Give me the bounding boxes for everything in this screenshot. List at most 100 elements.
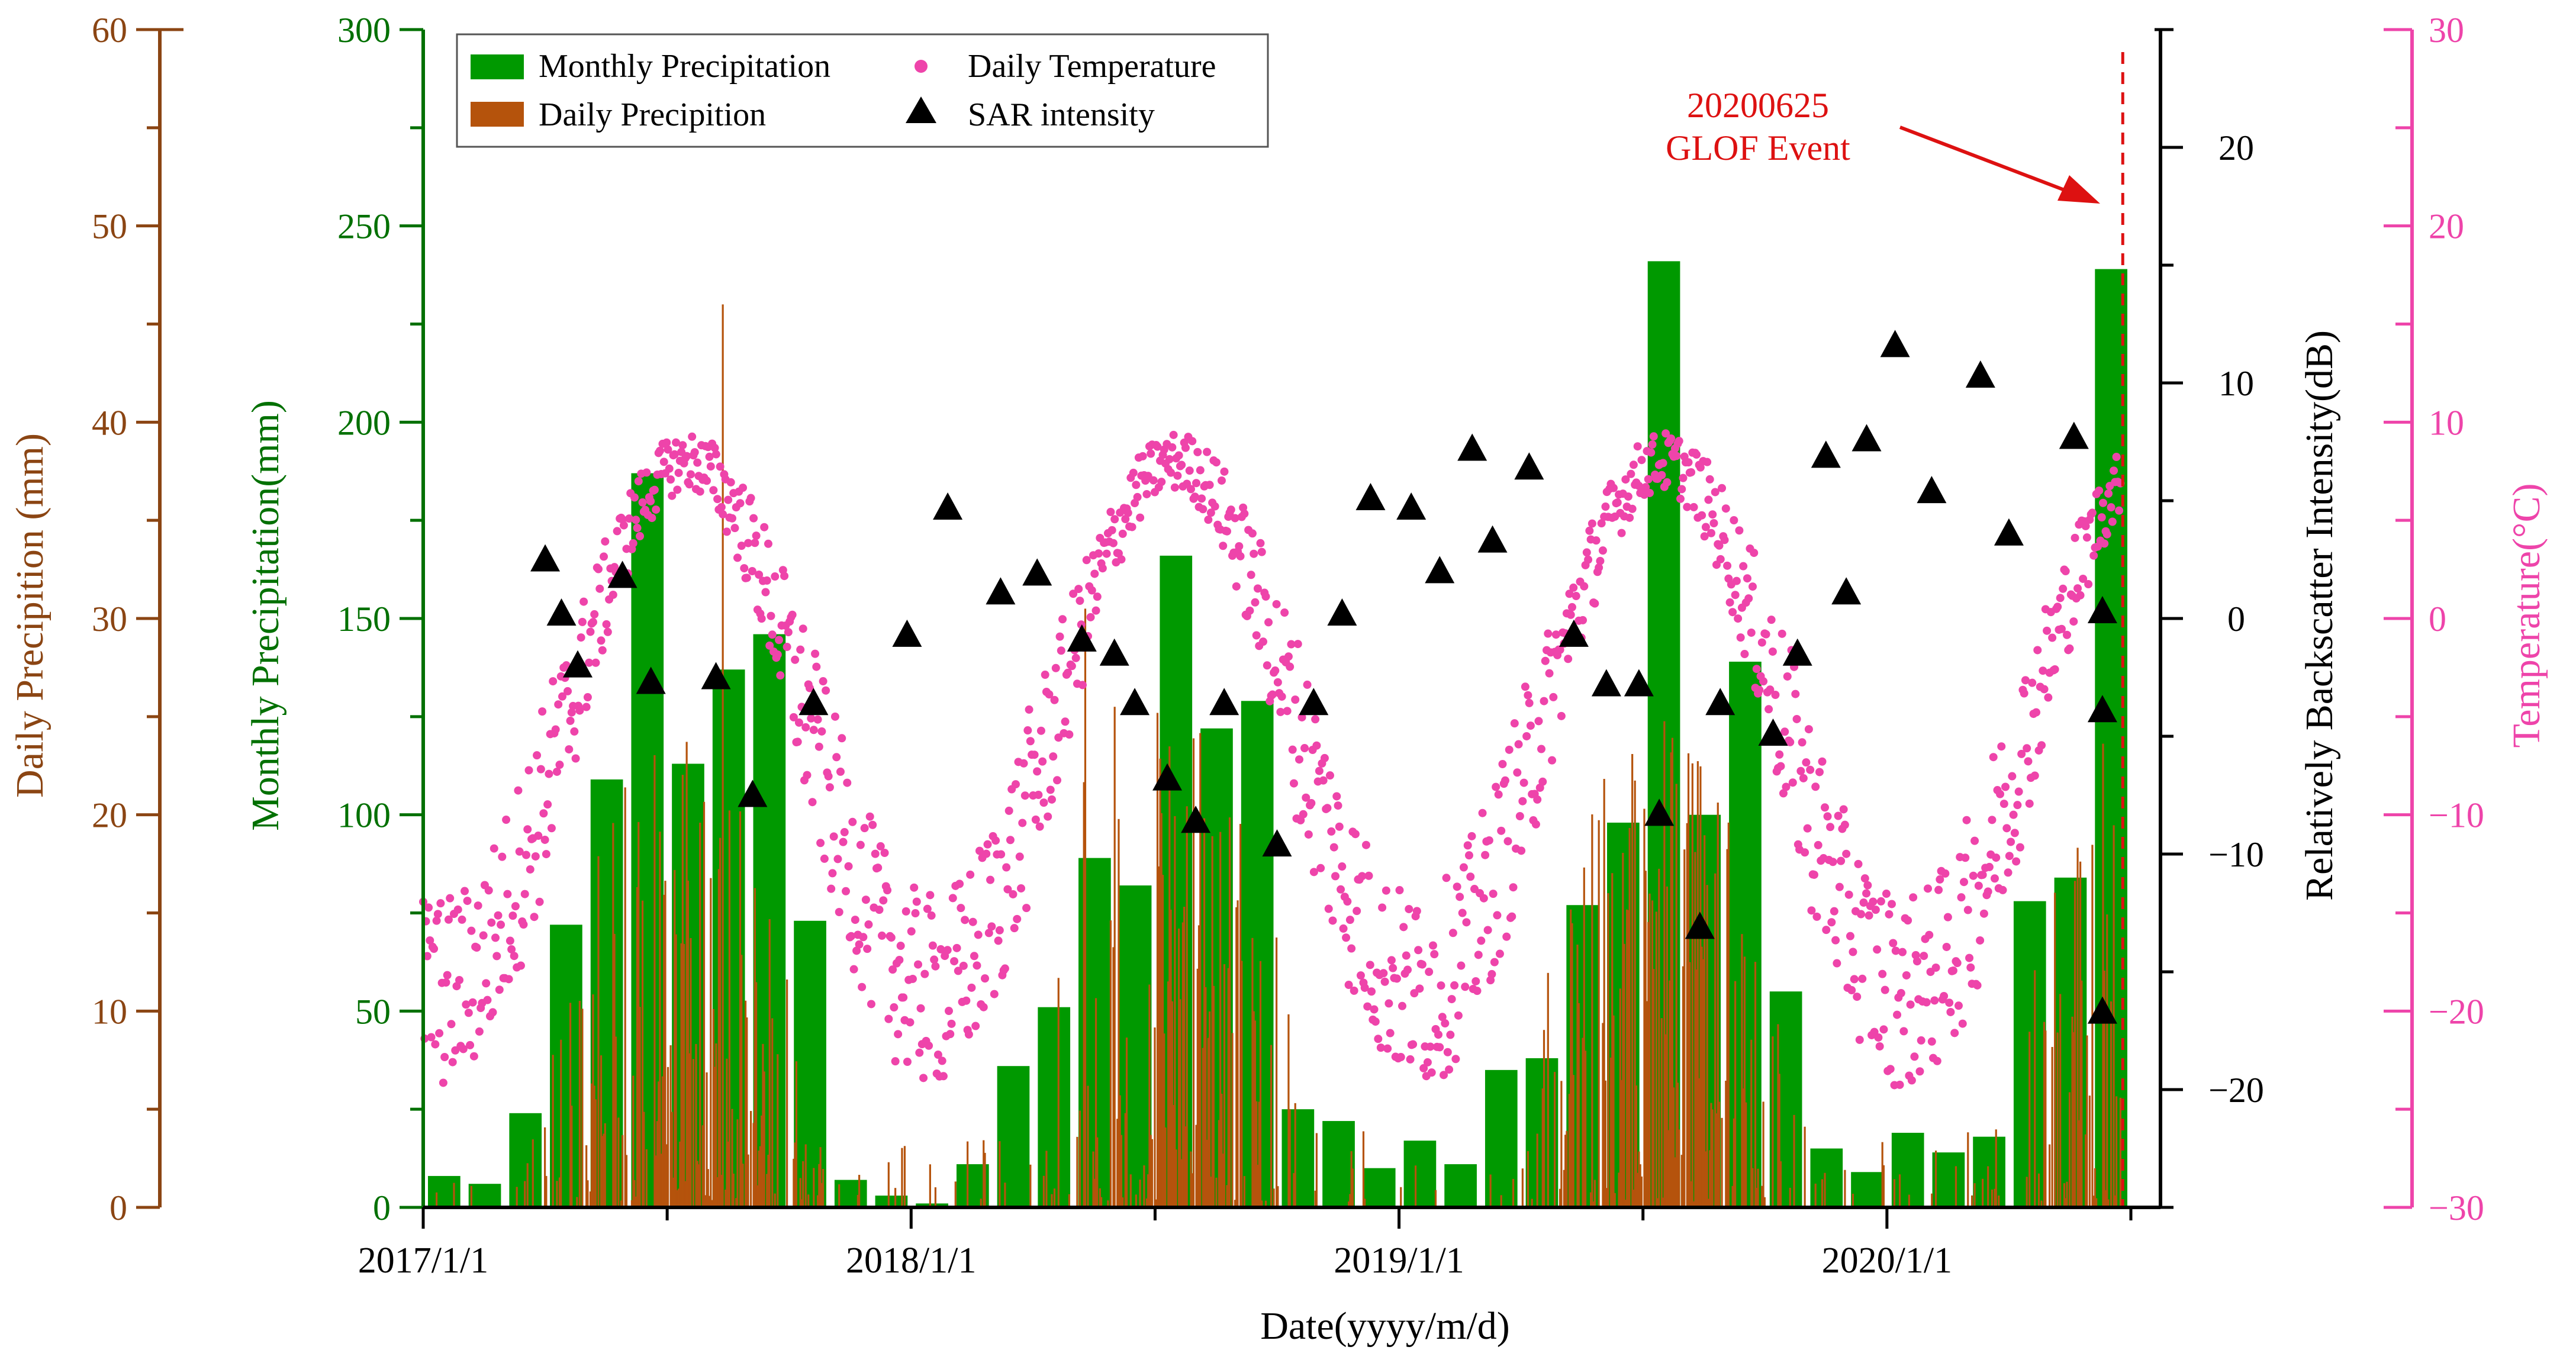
temperature-dot [472,943,481,952]
temperature-dot [945,1007,954,1016]
daily-precip-spike [967,1141,969,1207]
temperature-dot [820,854,829,863]
temperature-dot [545,769,553,778]
temperature-dot [1371,1017,1380,1026]
temperature-dot [1869,897,1878,906]
daily-precip-spike [1192,738,1195,1207]
daily-precip-spike [1609,1057,1612,1207]
daily-precip-spike [727,1141,729,1207]
temperature-dot [1834,811,1843,820]
temperature-dot [1414,946,1423,955]
daily-precip-spike [1400,1187,1402,1207]
temperature-dot [2008,772,2017,781]
temperature-dot [1943,913,1952,922]
daily-precip-spike [1227,968,1229,1207]
sar-triangle [798,688,829,716]
daily-precip-spike [684,1181,687,1207]
temperature-dot [1771,691,1780,700]
temperature-dot [427,1033,436,1042]
daily-precip-spike [669,1045,672,1207]
temperature-dot [1582,548,1591,557]
temperature-dot [803,771,812,779]
daily-precip-spike [1689,962,1691,1207]
temperature-dot [1973,981,1982,990]
daily-precip-spike [1243,1176,1245,1207]
temperature-dot [1212,458,1221,467]
temperature-dot [1153,442,1162,451]
temperature-dot [2004,868,2012,877]
temperature-dot [1147,449,1155,458]
temperature-dot [1091,606,1100,615]
temperature-dot [926,891,935,900]
daily-precip-spike [1715,1113,1718,1207]
temperature-dot [948,894,957,903]
temperature-dot [1010,924,1019,933]
daily-precip-spike [1598,820,1600,1207]
temperature-dot [1736,633,1745,642]
temperature-dot [1715,541,1724,550]
daily-precip-spike [1634,780,1636,1207]
temperature-dot [1782,782,1791,791]
daily-precip-spike [2095,1198,2098,1207]
temperature-dot [1739,562,1748,571]
temperature-dot [1990,874,1999,883]
daily-precip-spike [1029,1164,1032,1207]
temperature-dot [716,462,724,471]
daily-precip-spike [1228,817,1231,1207]
temperature-dot [1957,893,1966,902]
temperature-dot [1503,837,1512,846]
temperature-dot [1245,606,1254,615]
temperature-dot [1273,678,1282,687]
daily-precip-spike [1219,832,1222,1207]
temperature-dot [1271,666,1280,675]
temperature-dot [1485,836,1493,845]
daily-precip-spike [1582,1038,1584,1207]
daily-precip-axis-tick-label: 20 [92,796,127,835]
temperature-dot [2007,837,2015,846]
backscatter-axis-tick-label: 20 [2218,128,2254,167]
daily-precip-spike [1664,1034,1667,1207]
daily-precip-spike [612,823,614,1207]
temperature-dot [1441,1019,1450,1028]
daily-precip-spike [1512,1178,1515,1207]
temperature-dot [1118,529,1127,538]
daily-precip-spike [1116,1119,1119,1207]
temperature-dot [1031,815,1040,824]
temperature-dot [1886,1065,1895,1074]
temperature-dot [1423,1058,1432,1067]
temperature-dot [1815,768,1824,777]
temperature-dot [444,915,453,924]
daily-precip-spike [699,822,701,1207]
temperature-dot [970,952,978,961]
temperature-dot [1169,430,1178,439]
daily-precip-spike [1559,1188,1561,1207]
temperature-dot [1871,906,1880,914]
daily-precip-spike [1680,1155,1683,1207]
temperature-dot [1752,665,1761,674]
monthly-precip-bar [428,1175,461,1207]
temperature-dot [1022,904,1031,913]
temperature-dot [1725,598,1734,607]
temperature-dot [1051,663,1060,672]
temperature-dot [1498,759,1507,768]
temperature-dot [1692,450,1701,459]
temperature-dot [876,842,885,850]
temperature-dot [920,969,929,978]
temperature-dot [462,1000,471,1009]
sar-triangle [1705,688,1735,716]
daily-precip-spike [954,1181,957,1207]
daily-precip-spike [1099,1188,1101,1207]
backscatter-axis-tick-label: −10 [2208,835,2264,874]
daily-precip-axis-title: Daily Precipition (mm) [8,433,51,798]
daily-precip-spike [1593,1180,1596,1207]
temperature-dot [1647,448,1656,457]
temperature-dot [1454,1011,1463,1020]
temperature-dot [1342,933,1351,942]
temperature-dot [624,514,633,523]
temperature-dot [1307,798,1316,807]
temperature-dot [459,1045,468,1054]
temperature-dot [1337,885,1345,894]
daily-precip-spike [1364,1199,1366,1207]
daily-precip-spike [1191,1173,1193,1207]
temperature-dot [668,491,677,500]
